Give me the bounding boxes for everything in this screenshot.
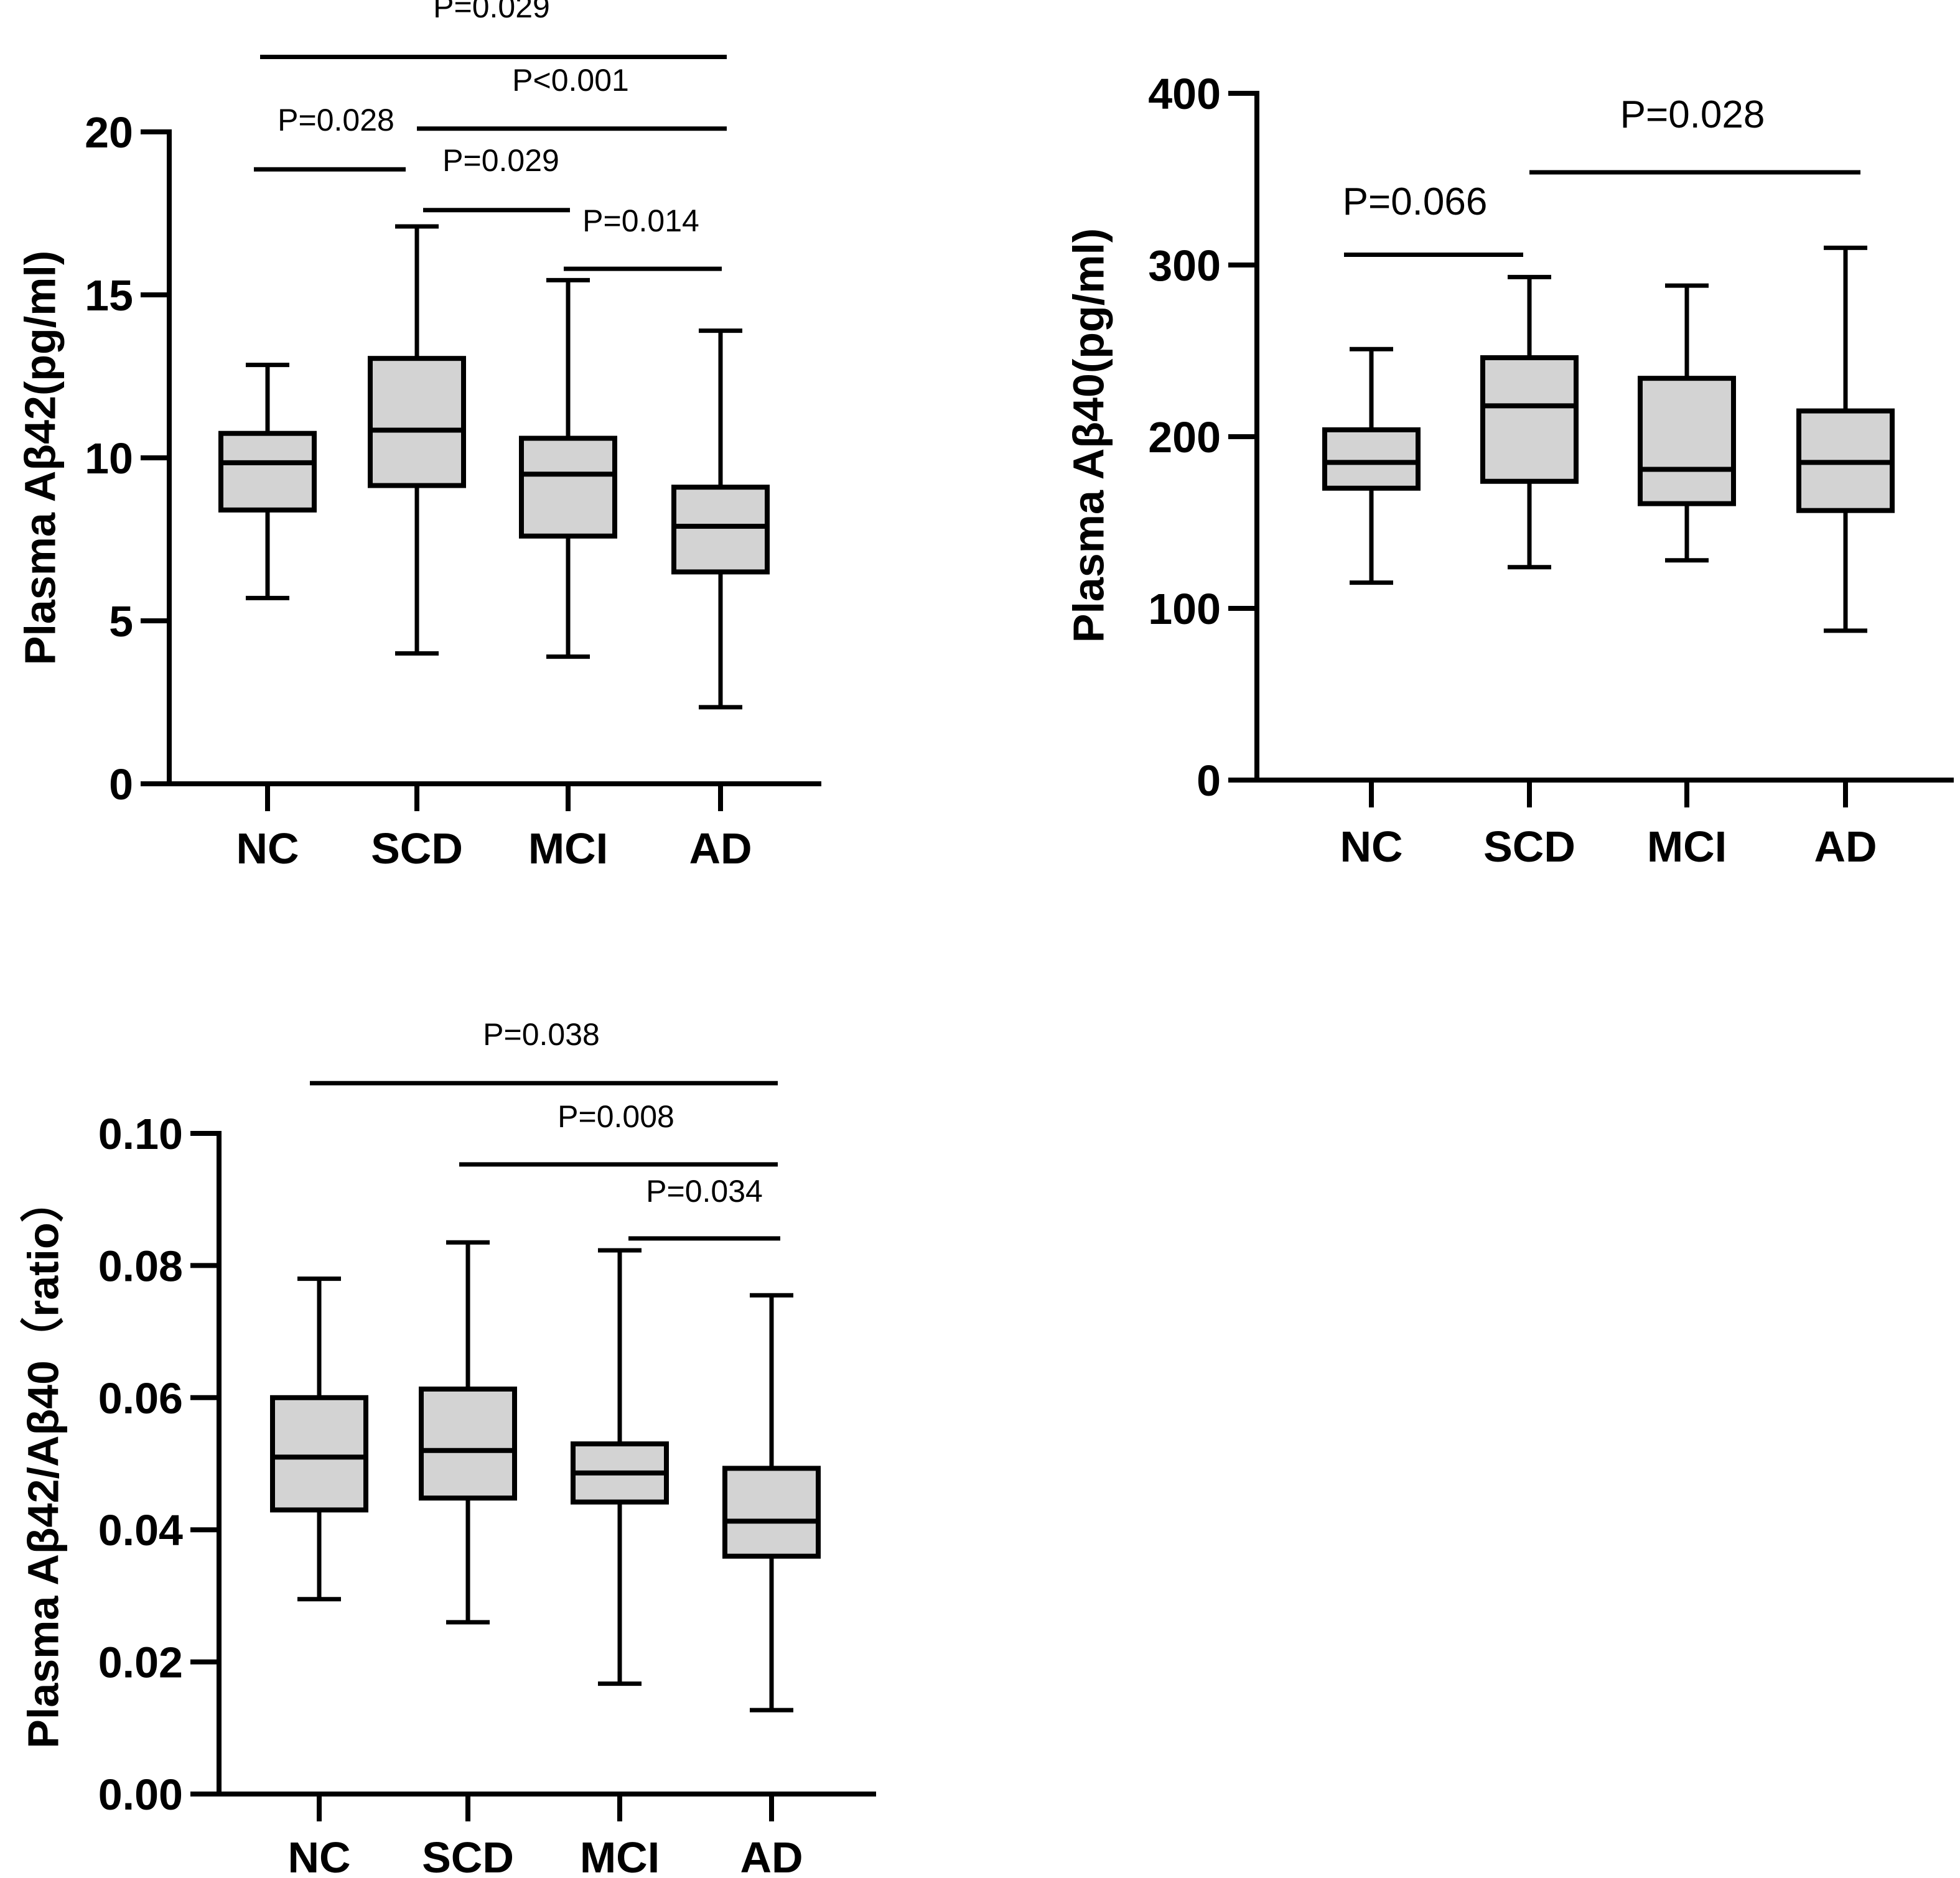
y-tick-label: 0.10	[98, 1110, 183, 1158]
p-value-label: P=0.008	[558, 1099, 674, 1134]
x-category-label: NC	[1340, 822, 1402, 871]
box-scd	[419, 1240, 517, 1625]
panel-abeta-ratio: 0.00 0.02 0.04 0.06 0.08 0.10 Plasma Aβ42/Aβ40…	[19, 1017, 876, 1878]
y-tick-label: 400	[1148, 70, 1221, 118]
iqr-box	[218, 430, 317, 513]
p-value-label: P=0.028	[278, 103, 394, 137]
iqr-box	[1322, 427, 1421, 491]
p-value-label: P=0.038	[483, 1017, 600, 1052]
box-mci	[571, 1248, 669, 1686]
y-tick-label: 15	[85, 271, 133, 320]
p-value-label: P=0.029	[442, 143, 559, 178]
y-tick-label: 300	[1148, 241, 1221, 290]
p-value-label: P=0.014	[582, 203, 699, 238]
y-tick-label: 100	[1148, 585, 1221, 633]
x-category-label: SCD	[371, 824, 463, 873]
y-tick-label: 0.08	[98, 1242, 183, 1290]
y-tick-label: 200	[1148, 413, 1221, 462]
iqr-box	[1480, 355, 1579, 484]
box-nc	[270, 1276, 368, 1602]
p-value-label: P=0.029	[433, 0, 550, 24]
box-ad	[671, 328, 770, 710]
iqr-box	[419, 1386, 517, 1501]
y-tick-label: 0.00	[98, 1770, 183, 1819]
iqr-box	[722, 1466, 821, 1559]
box-nc	[1322, 346, 1421, 585]
p-value-label: P<0.001	[512, 63, 629, 98]
y-tick-label: 10	[85, 434, 133, 483]
y-axis-title: Plasma Aβ42/Aβ40（ratio）	[19, 1179, 67, 1748]
box-ad	[1796, 245, 1895, 633]
box-scd	[368, 224, 466, 656]
p-value-label: P=0.066	[1343, 180, 1488, 223]
y-axis-title: Plasma Aβ42(pg/ml)	[16, 251, 64, 665]
x-category-label: NC	[236, 824, 299, 873]
x-category-label: SCD	[1483, 822, 1575, 871]
iqr-box	[368, 356, 466, 488]
y-tick-label: 0.06	[98, 1374, 183, 1423]
p-value-label: P=0.034	[646, 1174, 763, 1209]
iqr-box	[671, 485, 770, 575]
box-mci	[1638, 283, 1736, 563]
panel-abeta40: 0 100 200 300 400 Plasma Aβ40(pg/ml) NC SCD MCI A…	[1064, 70, 1954, 871]
box-mci	[519, 277, 617, 659]
box-scd	[1480, 274, 1579, 570]
x-category-label: AD	[740, 1833, 803, 1878]
x-category-label: NC	[287, 1833, 350, 1878]
x-category-label: MCI	[580, 1833, 660, 1878]
y-tick-label: 0	[1197, 756, 1221, 805]
x-category-label: MCI	[528, 824, 608, 873]
y-tick-label: 0.04	[98, 1506, 183, 1555]
p-value-label: P=0.028	[1620, 93, 1765, 136]
x-category-label: MCI	[1647, 822, 1727, 871]
y-tick-label: 0	[109, 760, 133, 809]
box-nc	[218, 363, 317, 600]
y-tick-label: 5	[109, 597, 133, 646]
iqr-box	[1638, 376, 1736, 506]
iqr-box	[519, 435, 617, 539]
y-axis-title: Plasma Aβ40(pg/ml)	[1064, 228, 1113, 643]
x-category-label: AD	[1814, 822, 1877, 871]
panel-abeta42: 0 5 10 15 20 Plasma Aβ42(pg/ml) NC SCD MCI AD P=0.…	[16, 0, 821, 873]
box-ad	[722, 1293, 821, 1713]
y-tick-label: 20	[85, 108, 133, 157]
iqr-box	[270, 1395, 368, 1513]
x-category-label: AD	[689, 824, 752, 873]
y-tick-label: 0.02	[98, 1639, 183, 1687]
x-category-label: SCD	[422, 1833, 514, 1878]
